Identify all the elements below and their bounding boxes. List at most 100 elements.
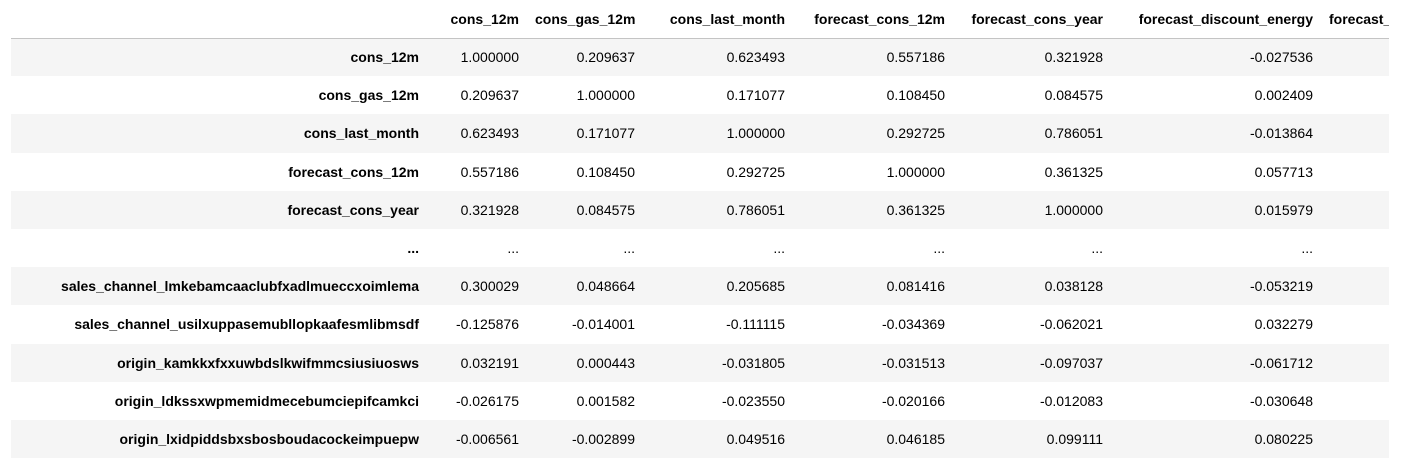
- table-cell: [1321, 344, 1389, 382]
- table-row: origin_lxidpiddsbxsbosboudacockeimpuepw …: [11, 419, 1389, 459]
- row-index: sales_channel_lmkebamcaaclubfxadlmueccxo…: [61, 278, 419, 295]
- table-cell: 0.292725: [886, 125, 945, 142]
- table-cell: -0.006561: [455, 430, 519, 447]
- table-cell: 0.032191: [460, 354, 519, 371]
- table-cell: [1321, 420, 1389, 458]
- table-cell: -0.061712: [1249, 354, 1313, 371]
- table-cell: [1321, 38, 1389, 76]
- table-cell: 0.623493: [460, 125, 519, 142]
- table-row: forecast_cons_year 0.321928 0.084575 0.7…: [11, 190, 1389, 229]
- table-cell: 0.001582: [576, 392, 635, 409]
- table-cell: -0.053219: [1249, 278, 1313, 295]
- table-cell: 0.057713: [1254, 163, 1313, 180]
- table-cell: 1.000000: [460, 49, 519, 66]
- table-cell: 0.361325: [1044, 163, 1103, 180]
- table-row-ellipsis: ... ... ... ... ... ... ...: [11, 228, 1389, 268]
- row-index: forecast_cons_12m: [288, 163, 419, 180]
- table-row: cons_gas_12m 0.209637 1.000000 0.171077 …: [11, 76, 1389, 115]
- table-row: sales_channel_usilxuppasemubllopkaafesml…: [11, 305, 1389, 344]
- column-header: forecast_: [1321, 0, 1389, 39]
- table-cell: 0.002409: [1254, 87, 1313, 104]
- row-index: origin_kamkkxfxxuwbdslkwifmmcsiusiuosws: [117, 354, 419, 371]
- row-index: cons_12m: [350, 49, 419, 66]
- table-cell: 0.080225: [1254, 430, 1313, 447]
- table-cell: -0.026175: [455, 392, 519, 409]
- table-cell: [1321, 229, 1389, 267]
- table-cell: -0.031805: [721, 354, 785, 371]
- table-cell: [1321, 191, 1389, 229]
- table-cell: -0.020166: [881, 392, 945, 409]
- table-cell: -0.014001: [571, 316, 635, 333]
- table-cell: 0.786051: [1044, 125, 1103, 142]
- row-index: origin_ldkssxwpmemidmecebumciepifcamkci: [114, 392, 419, 409]
- table-cell: 0.205685: [726, 278, 785, 295]
- table-row: origin_kamkkxfxxuwbdslkwifmmcsiusiuosws …: [11, 343, 1389, 382]
- table-cell: 1.000000: [576, 87, 635, 104]
- table-cell: 0.048664: [576, 278, 635, 295]
- table-cell: -0.097037: [1039, 354, 1103, 371]
- table-cell: [1321, 153, 1389, 191]
- table-cell: 0.786051: [726, 201, 785, 218]
- table-cell: 0.171077: [726, 87, 785, 104]
- row-index: ...: [407, 240, 419, 257]
- table-cell: 0.049516: [726, 430, 785, 447]
- column-header: forecast_discount_energy: [1111, 0, 1321, 39]
- table-cell: [1321, 76, 1389, 114]
- table-cell: ...: [933, 240, 945, 257]
- table-row: sales_channel_lmkebamcaaclubfxadlmueccxo…: [11, 267, 1389, 306]
- table-cell: 1.000000: [1044, 201, 1103, 218]
- row-index: sales_channel_usilxuppasemubllopkaafesml…: [74, 316, 419, 333]
- table-cell: 0.321928: [1044, 49, 1103, 66]
- table-cell: 0.171077: [576, 125, 635, 142]
- table-cell: -0.023550: [721, 392, 785, 409]
- row-index: forecast_cons_year: [287, 201, 419, 218]
- table-cell: ...: [773, 240, 785, 257]
- table-cell: -0.111115: [726, 316, 785, 333]
- table-cell: 0.557186: [460, 163, 519, 180]
- table-cell: 0.099111: [1046, 430, 1103, 447]
- table-cell: 0.321928: [460, 201, 519, 218]
- table-cell: 0.209637: [460, 87, 519, 104]
- table-header: cons_12m cons_gas_12m cons_last_month fo…: [11, 0, 1389, 39]
- table-cell: -0.012083: [1039, 392, 1103, 409]
- table-body: cons_12m 1.000000 0.209637 0.623493 0.55…: [11, 38, 1389, 459]
- table-cell: [1321, 305, 1389, 343]
- column-header: cons_last_month: [643, 0, 793, 39]
- table-cell: -0.125876: [455, 316, 519, 333]
- column-header: cons_gas_12m: [527, 0, 643, 39]
- table-cell: [1321, 267, 1389, 305]
- table-row: cons_last_month 0.623493 0.171077 1.0000…: [11, 114, 1389, 153]
- table-cell: 0.292725: [726, 163, 785, 180]
- table-cell: -0.002899: [571, 430, 635, 447]
- correlation-dataframe: cons_12m cons_gas_12m cons_last_month fo…: [11, 0, 1389, 459]
- table-cell: 0.000443: [576, 354, 635, 371]
- table-cell: 0.032279: [1254, 316, 1313, 333]
- table-row: origin_ldkssxwpmemidmecebumciepifcamkci …: [11, 381, 1389, 420]
- table-cell: 0.557186: [886, 49, 945, 66]
- table-row: forecast_cons_12m 0.557186 0.108450 0.29…: [11, 152, 1389, 191]
- table-cell: ...: [623, 240, 635, 257]
- table-cell: 0.300029: [460, 278, 519, 295]
- table-cell: 0.623493: [726, 49, 785, 66]
- table-cell: 0.046185: [886, 430, 945, 447]
- table-cell: 0.081416: [886, 278, 945, 295]
- table-cell: -0.013864: [1249, 125, 1313, 142]
- header-row: cons_12m cons_gas_12m cons_last_month fo…: [11, 0, 1389, 39]
- table-cell: 0.015979: [1254, 201, 1313, 218]
- column-header: forecast_cons_12m: [793, 0, 953, 39]
- table-cell: 1.000000: [726, 125, 785, 142]
- table-cell: 1.000000: [886, 163, 945, 180]
- table-cell: -0.031513: [881, 354, 945, 371]
- table-cell: 0.108450: [886, 87, 945, 104]
- table-cell: [1321, 382, 1389, 420]
- table-cell: 0.084575: [1044, 87, 1103, 104]
- table-row: cons_12m 1.000000 0.209637 0.623493 0.55…: [11, 38, 1389, 77]
- table-cell: ...: [507, 240, 519, 257]
- notebook-output-area: cons_12m cons_gas_12m cons_last_month fo…: [11, 0, 1389, 463]
- table-cell: 0.209637: [576, 49, 635, 66]
- table-cell: 0.108450: [576, 163, 635, 180]
- header-corner: [11, 0, 427, 39]
- table-cell: -0.027536: [1249, 49, 1313, 66]
- table-cell: -0.062021: [1039, 316, 1103, 333]
- row-index: origin_lxidpiddsbxsbosboudacockeimpuepw: [119, 430, 420, 447]
